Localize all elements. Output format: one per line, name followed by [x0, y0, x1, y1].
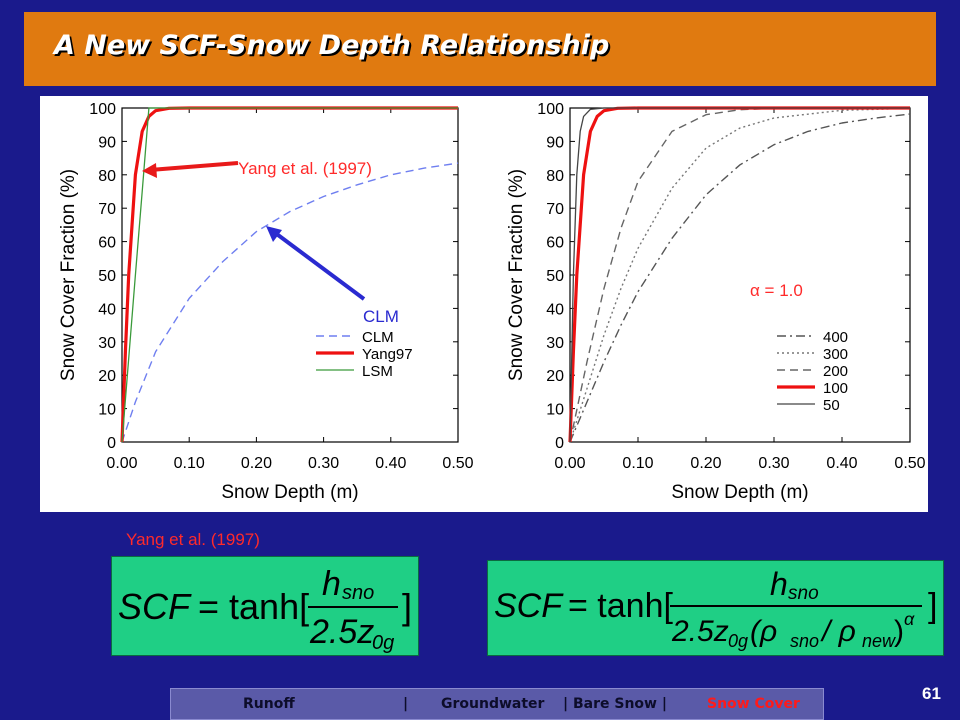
y-axis-label-1: Snow Cover Fraction (%) [506, 169, 527, 381]
x-tick-label-0-5: 0.50 [442, 455, 473, 472]
series-line-1-50 [569, 107, 910, 443]
alpha-annotation: α = 1.0 [750, 281, 803, 300]
formula-right-slash: / ρ [820, 615, 856, 648]
y-tick-label-0-6: 60 [98, 235, 116, 252]
x-tick-label-1-5: 0.50 [894, 455, 925, 472]
clm-arrowhead [266, 226, 282, 242]
formula-right-den-paren: (ρ [750, 615, 777, 648]
y-tick-label-1-1: 10 [546, 402, 564, 419]
formula-right-exp: α [904, 609, 915, 629]
series-line-1-100 [568, 106, 910, 443]
clm-annotation: CLM [363, 307, 399, 326]
y-tick-label-1-5: 50 [546, 268, 564, 285]
formula-right-den: 2.5z [671, 615, 729, 648]
formula-left-den: 2.5z [309, 613, 374, 651]
y-tick-label-0-4: 40 [98, 301, 116, 318]
legend-label-0-clm: CLM [362, 329, 394, 346]
clm-arrow [272, 230, 366, 301]
slide-title-bar: A New SCF-Snow Depth Relationship [24, 12, 936, 86]
x-tick-label-0-3: 0.30 [308, 455, 339, 472]
yang-annotation: Yang et al. (1997) [238, 159, 372, 178]
chart-panel: 0 10 20 30 40 50 60 70 80 90 100 0.00 0.10 0.20 0.30 0.… [40, 96, 928, 512]
x-tick-label-1-1: 0.10 [622, 455, 653, 472]
series-line-0-lsm [121, 107, 458, 443]
x-tick-label-0-0: 0.00 [106, 455, 137, 472]
formula-left-den-sub: 0g [372, 632, 394, 654]
yang-arrow [149, 161, 239, 172]
y-tick-label-0-3: 30 [98, 335, 116, 352]
y-tick-label-0-8: 80 [98, 168, 116, 185]
x-tick-label-0-4: 0.40 [375, 455, 406, 472]
footer-item-snow-cover[interactable]: Snow Cover [707, 696, 800, 712]
y-tick-label-0-0: 0 [107, 435, 116, 452]
yang-arrowhead [142, 163, 157, 178]
legend-label-1-100: 100 [823, 380, 848, 397]
formula-right-rho-sub1: sno [790, 631, 819, 651]
formula-left-num-sub: sno [342, 582, 374, 604]
x-tick-label-1-4: 0.40 [826, 455, 857, 472]
footer-item-runoff[interactable]: Runoff [243, 696, 295, 712]
formula-left: SCF = tanh[ h sno 2.5z 0g ] [118, 565, 412, 654]
formula-right-close: ] [928, 587, 937, 625]
y-tick-label-1-7: 70 [546, 201, 564, 218]
legend-label-0-lsm: LSM [362, 363, 393, 380]
x-tick-label-0-2: 0.20 [241, 455, 272, 472]
slide-title: A New SCF-Snow Depth Relationship [54, 30, 610, 61]
y-axis-label-0: Snow Cover Fraction (%) [58, 169, 79, 381]
y-tick-label-1-8: 80 [546, 168, 564, 185]
legend-label-1-400: 400 [823, 329, 848, 346]
formula-box-left: SCF = tanh[ h sno 2.5z 0g ] [111, 556, 419, 656]
y-tick-label-0-7: 70 [98, 201, 116, 218]
page-number: 61 [922, 684, 941, 703]
x-tick-label-0-1: 0.10 [174, 455, 205, 472]
series-line-1-300 [569, 107, 911, 443]
x-axis-label-0: Snow Depth (m) [221, 482, 358, 503]
formula-right-den-sub: 0g [728, 631, 748, 651]
y-tick-label-0-2: 20 [98, 368, 116, 385]
legend-label-0-yang97: Yang97 [362, 346, 413, 363]
y-tick-label-0-9: 90 [98, 134, 116, 151]
y-tick-label-0-10: 100 [89, 101, 116, 118]
y-tick-label-1-2: 20 [546, 368, 564, 385]
x-axis-label-1: Snow Depth (m) [671, 482, 808, 503]
y-tick-label-1-4: 40 [546, 301, 564, 318]
formula-left-lhs: SCF [118, 586, 192, 627]
formula-right-num: h [770, 566, 788, 602]
series-line-1-400 [569, 113, 911, 443]
series-line-0-clm [121, 162, 459, 443]
y-tick-label-1-9: 90 [546, 134, 564, 151]
footer-separator: | [403, 696, 409, 712]
x-tick-label-1-3: 0.30 [758, 455, 789, 472]
formula-right-num-sub: sno [788, 583, 819, 604]
footer-item-bare-snow[interactable]: | Bare Snow | [563, 696, 667, 712]
y-tick-label-0-5: 50 [98, 268, 116, 285]
footer-nav: Runoff | Groundwater | Bare Snow | Snow … [170, 688, 824, 720]
legend-label-1-300: 300 [823, 346, 848, 363]
y-tick-label-1-6: 60 [546, 235, 564, 252]
formula-right-lhs: SCF [494, 587, 564, 625]
x-tick-label-1-2: 0.20 [690, 455, 721, 472]
formula-left-close: ] [402, 586, 412, 627]
formula-reference-label: Yang et al. (1997) [126, 530, 260, 549]
y-tick-label-1-10: 100 [537, 101, 564, 118]
y-tick-label-1-3: 30 [546, 335, 564, 352]
formula-right-den-close: ) [894, 615, 904, 648]
legend-label-1-50: 50 [823, 397, 840, 414]
formula-left-eq: = tanh[ [198, 586, 309, 627]
y-tick-label-1-0: 0 [555, 435, 564, 452]
formula-right: SCF = tanh[ h sno 2.5z 0g (ρ sno / ρ new… [494, 566, 937, 651]
legend-label-1-200: 200 [823, 363, 848, 380]
formula-left-num: h [322, 565, 341, 603]
y-tick-label-0-1: 10 [98, 402, 116, 419]
formula-right-rho-sub2: new [862, 631, 896, 651]
plot-frame-1 [569, 107, 911, 443]
formula-right-eq: = tanh[ [568, 587, 673, 625]
series-line-1-200 [569, 107, 910, 443]
formula-box-right: SCF = tanh[ h sno 2.5z 0g (ρ sno / ρ new… [487, 560, 944, 656]
footer-item-groundwater[interactable]: Groundwater [441, 696, 545, 712]
x-tick-label-1-0: 0.00 [554, 455, 585, 472]
